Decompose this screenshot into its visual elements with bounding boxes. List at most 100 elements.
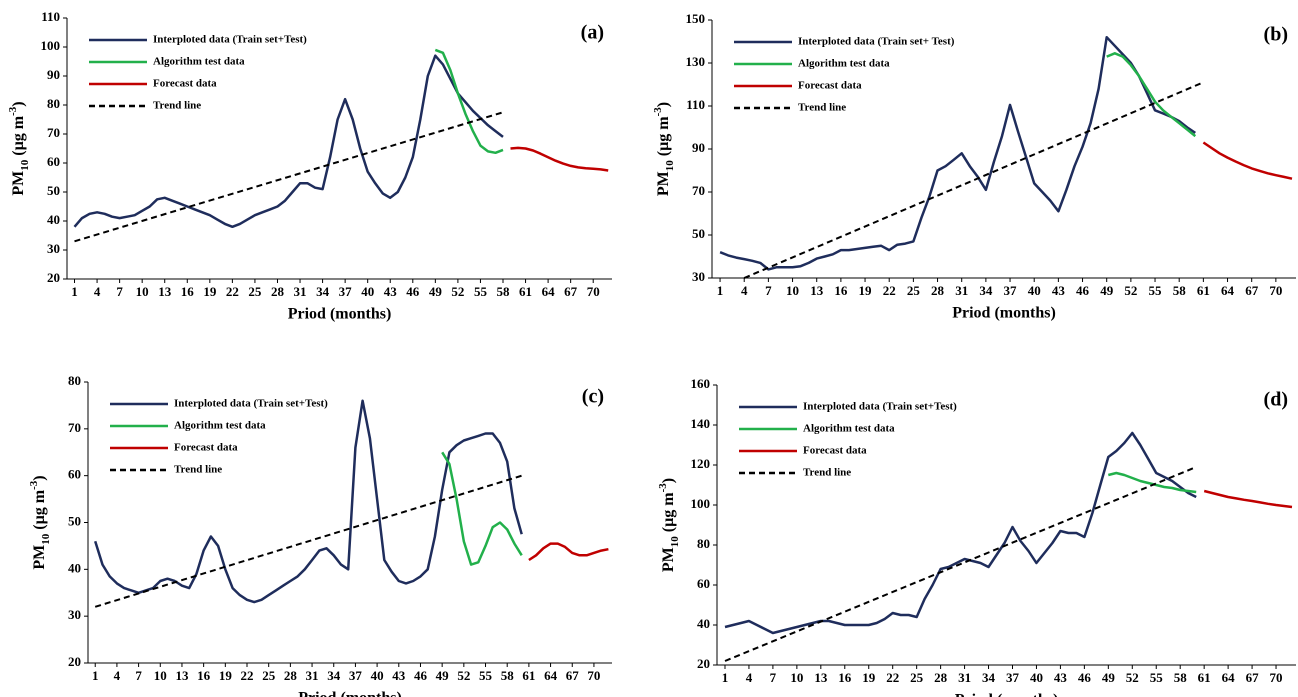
y-axis-title-part: -3 <box>28 480 40 490</box>
legend-label: Interploted data (Train set+Test) <box>174 398 328 410</box>
series-line <box>743 81 1204 279</box>
series-line <box>1107 471 1197 494</box>
legend-label: Trend line <box>798 102 846 114</box>
x-tick-label: 28 <box>284 668 298 683</box>
x-tick-label: 52 <box>1124 283 1137 298</box>
x-tick-label: 64 <box>544 668 558 683</box>
x-tick-label: 7 <box>135 668 142 683</box>
x-tick-label: 13 <box>810 283 824 298</box>
x-tick-label: 7 <box>770 670 777 685</box>
x-tick-label: 49 <box>1100 283 1114 298</box>
x-tick-label: 7 <box>116 284 123 299</box>
x-tick-label: 31 <box>306 668 319 683</box>
y-axis-title-part: ) <box>31 475 48 480</box>
x-tick-label: 37 <box>349 668 363 683</box>
legend-label: Algorithm test data <box>174 420 266 432</box>
x-tick-label: 61 <box>519 284 532 299</box>
y-tick-label: 50 <box>47 183 60 198</box>
y-tick-label: 90 <box>692 140 705 155</box>
x-tick-label: 52 <box>457 668 470 683</box>
x-tick-label: 40 <box>1028 283 1041 298</box>
legend-label: Trend line <box>174 464 222 476</box>
legend-label: Interploted data (Train set+Test) <box>153 34 307 46</box>
y-axis-title-part: (µg m <box>655 116 672 161</box>
x-tick-label: 10 <box>786 283 799 298</box>
y-tick-label: 60 <box>697 576 710 591</box>
y-tick-label: 80 <box>697 536 710 551</box>
x-tick-label: 22 <box>226 284 239 299</box>
x-tick-label: 46 <box>406 284 420 299</box>
x-tick-label: 1 <box>71 284 78 299</box>
legend-label: Forecast data <box>174 442 238 454</box>
x-tick-label: 4 <box>741 283 748 298</box>
x-tick-label: 34 <box>982 670 996 685</box>
x-tick-label: 52 <box>451 284 464 299</box>
x-tick-label: 37 <box>1004 283 1018 298</box>
y-axis-title-part: (µg m <box>660 492 677 537</box>
legend-label: Interploted data (Train set+Test) <box>803 401 957 413</box>
x-tick-label: 46 <box>1076 283 1090 298</box>
panel: 30 50 70 90 110 130 150 1 4 7 10 13 16 19 22 25 28 31 34 37… <box>652 11 1296 322</box>
series-line <box>724 466 1197 662</box>
y-tick-label: 60 <box>47 154 60 169</box>
x-tick-label: 16 <box>834 283 848 298</box>
y-axis-title-part: -3 <box>7 106 19 116</box>
x-tick-label: 10 <box>154 668 167 683</box>
series-line <box>74 111 504 243</box>
x-tick-label: 49 <box>429 284 443 299</box>
y-axis-title-part: 10 <box>40 533 52 545</box>
x-tick-label: 28 <box>934 670 948 685</box>
y-axis-title-part: PM <box>10 171 27 196</box>
y-tick-label: 120 <box>691 456 711 471</box>
x-tick-label: 61 <box>1197 283 1210 298</box>
y-tick-label: 110 <box>41 9 60 24</box>
x-tick-label: 67 <box>1245 283 1259 298</box>
x-tick-label: 25 <box>248 284 262 299</box>
x-tick-label: 1 <box>722 670 729 685</box>
y-axis-title-part: ) <box>655 102 672 107</box>
series-line <box>441 451 523 566</box>
y-axis-title: PM10 (µg m-3) <box>657 478 681 572</box>
y-tick-label: 40 <box>47 212 60 227</box>
x-axis-title: Priod (months) <box>955 692 1059 697</box>
x-tick-label: 61 <box>1198 670 1211 685</box>
x-tick-label: 64 <box>1222 670 1236 685</box>
x-tick-label: 46 <box>1078 670 1092 685</box>
x-tick-label: 70 <box>1269 283 1282 298</box>
panel-label: (d) <box>1264 389 1288 411</box>
y-axis-title-part: PM <box>655 171 672 196</box>
y-tick-label: 140 <box>691 416 711 431</box>
panel-label: (c) <box>582 386 604 408</box>
x-tick-label: 34 <box>979 283 993 298</box>
x-tick-label: 64 <box>1221 283 1235 298</box>
x-tick-label: 25 <box>262 668 276 683</box>
x-tick-label: 55 <box>474 284 488 299</box>
x-tick-label: 25 <box>907 283 921 298</box>
x-tick-label: 22 <box>886 670 899 685</box>
y-tick-label: 130 <box>686 54 706 69</box>
panel-label: (a) <box>581 22 604 44</box>
series-line <box>1202 141 1293 180</box>
x-tick-label: 49 <box>436 668 450 683</box>
legend-label: Trend line <box>803 467 851 479</box>
x-tick-label: 4 <box>114 668 121 683</box>
legend-label: Algorithm test data <box>798 58 890 70</box>
x-tick-label: 7 <box>765 283 772 298</box>
y-axis-title: PM10 (µg m-3) <box>28 475 52 569</box>
x-tick-label: 16 <box>197 668 211 683</box>
x-tick-label: 22 <box>241 668 254 683</box>
series-line <box>528 542 609 562</box>
panel: 20 30 40 50 60 70 80 90 100 110 1 4 7 10 13 16 19 22 25 28 3… <box>7 9 612 323</box>
x-tick-label: 31 <box>955 283 968 298</box>
x-tick-label: 40 <box>361 284 374 299</box>
x-tick-label: 61 <box>522 668 535 683</box>
legend-label: Forecast data <box>798 80 862 92</box>
x-axis-title: Priod (months) <box>298 690 402 697</box>
x-tick-label: 10 <box>136 284 149 299</box>
series-line <box>724 431 1197 635</box>
y-axis-title-part: 10 <box>664 160 676 172</box>
x-tick-label: 43 <box>392 668 406 683</box>
x-tick-label: 58 <box>1173 283 1187 298</box>
x-tick-label: 16 <box>181 284 195 299</box>
